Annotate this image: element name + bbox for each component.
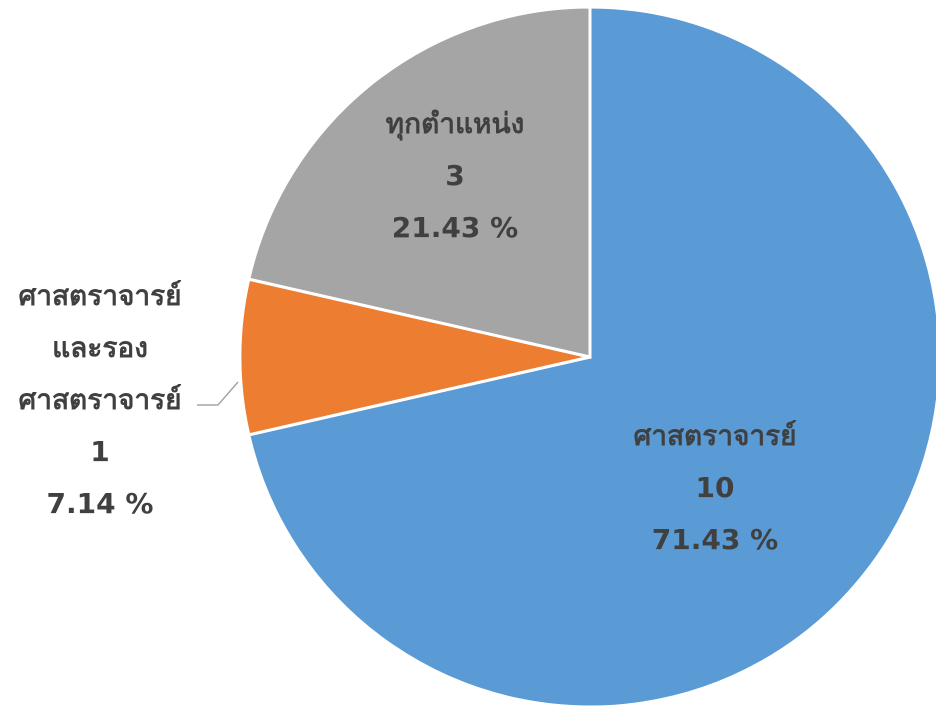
- percent-label: 71.43 %: [651, 523, 779, 556]
- pie-slice: [246, 5, 936, 706]
- category-label: ทุกตำแหน่ง: [385, 107, 525, 140]
- data-label: ทุกตำแหน่ง 3 21.43 %: [386, 98, 525, 254]
- count-label: 3: [445, 159, 465, 192]
- pie-slice: [238, 277, 591, 437]
- category-label: ศาสตราจารย์ และรอง ศาสตราจารย์: [18, 279, 182, 416]
- data-label: ศาสตราจารย์ และรอง ศาสตราจารย์ 1 7.14 %: [18, 270, 181, 530]
- count-label: 1: [90, 435, 110, 468]
- category-label: ศาสตราจารย์: [633, 419, 797, 452]
- leader-line: [197, 381, 239, 406]
- data-label: ศาสตราจารย์ 10 71.43 %: [633, 410, 796, 566]
- pie-slice: [246, 5, 592, 359]
- count-label: 10: [695, 471, 735, 504]
- percent-label: 7.14 %: [46, 487, 154, 520]
- percent-label: 21.43 %: [391, 211, 519, 244]
